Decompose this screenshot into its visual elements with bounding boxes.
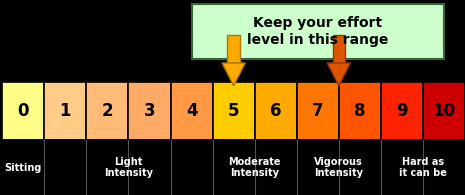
FancyBboxPatch shape [192,4,444,58]
Bar [227,35,240,63]
Bar [2,140,44,195]
Text: Keep your effort
level in this range: Keep your effort level in this range [247,16,388,47]
Text: 5: 5 [228,102,239,120]
Bar [381,140,465,195]
Text: Sitting: Sitting [5,163,42,173]
Bar [297,82,339,140]
Bar [44,82,86,140]
Bar [86,82,128,140]
Bar [423,82,465,140]
Text: 4: 4 [186,102,198,120]
Text: Vigorous
Intensity: Vigorous Intensity [314,157,363,178]
Bar [171,82,213,140]
Bar [44,140,213,195]
Polygon shape [222,63,245,86]
Text: 10: 10 [432,102,456,120]
Text: Moderate
Intensity: Moderate Intensity [228,157,281,178]
Text: 0: 0 [18,102,29,120]
Text: 6: 6 [270,102,281,120]
Text: Light
Intensity: Light Intensity [104,157,153,178]
Text: 7: 7 [312,102,324,120]
Bar [128,82,171,140]
Text: 9: 9 [396,102,408,120]
Text: 2: 2 [102,102,113,120]
Bar [2,82,44,140]
Text: 1: 1 [60,102,71,120]
Bar [339,82,381,140]
Bar [255,82,297,140]
Text: 8: 8 [354,102,365,120]
Bar [297,140,381,195]
Polygon shape [327,63,351,86]
Bar [213,140,297,195]
Text: 3: 3 [144,102,155,120]
Text: Hard as
it can be: Hard as it can be [399,157,447,178]
Bar [381,82,423,140]
Bar [213,82,255,140]
Bar [332,35,345,63]
